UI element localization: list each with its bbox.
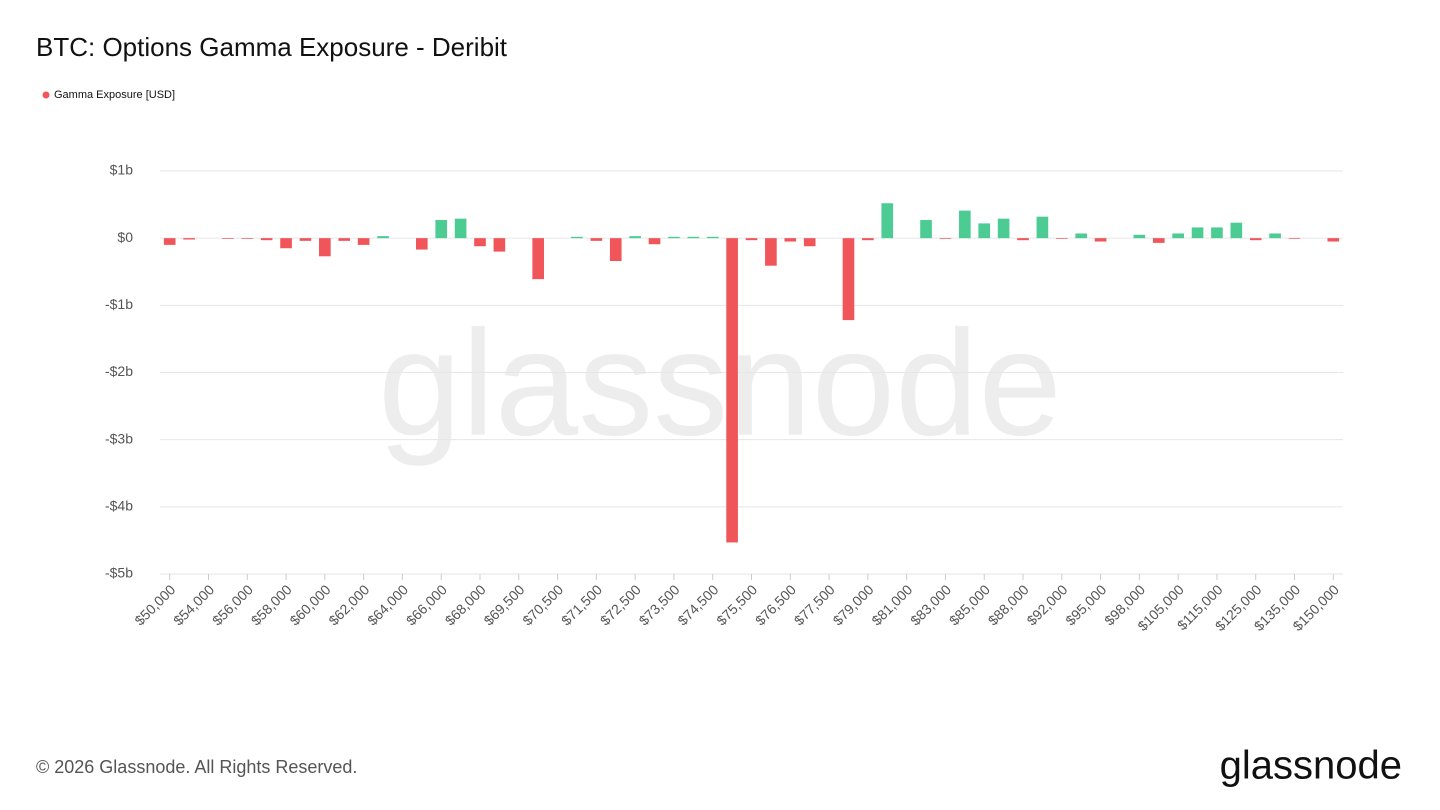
chart-title: BTC: Options Gamma Exposure - Deribit xyxy=(36,32,508,62)
x-tick-label: $68,000 xyxy=(442,581,489,628)
bar xyxy=(1327,238,1340,242)
x-tick-label: $79,000 xyxy=(830,581,877,628)
x-tick-label: $83,000 xyxy=(907,581,954,628)
bar xyxy=(183,238,195,240)
x-tick-label: $69,500 xyxy=(480,581,527,628)
x-tick-label: $85,000 xyxy=(946,581,993,628)
bar xyxy=(1211,227,1223,239)
y-tick-label: -$1b xyxy=(105,296,133,312)
x-tick-label: $76,500 xyxy=(752,581,799,628)
bar xyxy=(493,238,506,252)
bar xyxy=(978,223,991,239)
x-tick-label: $74,500 xyxy=(674,581,721,628)
x-tick-label: $60,000 xyxy=(286,581,333,628)
bar xyxy=(959,210,971,239)
legend-label: Gamma Exposure [USD] xyxy=(54,89,175,101)
x-tick-label: $50,000 xyxy=(131,581,178,628)
y-tick-label: $1b xyxy=(110,162,134,178)
bar xyxy=(609,238,622,262)
bar xyxy=(241,238,254,239)
bar xyxy=(1230,222,1243,239)
bar xyxy=(454,218,467,239)
bar xyxy=(260,238,273,241)
y-tick-label: -$4b xyxy=(105,498,133,514)
x-tick-label: $66,000 xyxy=(403,581,450,628)
bar xyxy=(163,238,176,245)
bar xyxy=(377,236,389,239)
bar xyxy=(1172,233,1184,239)
footer: © 2026 Glassnode. All Rights Reserved. xyxy=(36,757,357,777)
bar xyxy=(590,238,603,241)
y-tick-label: -$5b xyxy=(105,565,133,581)
bar xyxy=(319,238,331,257)
x-tick-label: $88,000 xyxy=(985,581,1032,628)
x-tick-label: $70,500 xyxy=(519,581,566,628)
bar xyxy=(745,238,758,241)
bar xyxy=(629,236,641,239)
bar xyxy=(997,218,1010,239)
bar xyxy=(1269,233,1281,239)
x-tick-label: $81,000 xyxy=(868,581,915,628)
y-tick-label: -$2b xyxy=(105,363,133,379)
x-tick-label: $72,500 xyxy=(597,581,644,628)
bar xyxy=(687,236,700,239)
bar xyxy=(222,238,234,239)
bar xyxy=(571,236,583,239)
bar xyxy=(1075,233,1088,239)
bar xyxy=(532,238,544,280)
bar xyxy=(338,238,351,241)
bar xyxy=(474,238,486,247)
bar xyxy=(939,238,952,239)
bar xyxy=(706,236,719,239)
bar xyxy=(357,238,370,245)
x-tick-label: $64,000 xyxy=(364,581,411,628)
bar xyxy=(299,238,312,241)
x-tick-label: $73,500 xyxy=(636,581,683,628)
bar xyxy=(1249,238,1262,241)
bar xyxy=(668,236,680,239)
bar xyxy=(648,238,661,245)
bar xyxy=(1017,238,1029,241)
bar xyxy=(1152,238,1165,243)
bar xyxy=(784,238,797,242)
bar xyxy=(881,203,894,239)
bar xyxy=(1036,216,1049,239)
x-tick-label: $58,000 xyxy=(248,581,295,628)
bar xyxy=(280,238,292,249)
watermark: glassnode xyxy=(378,299,1062,467)
x-tick-label: $71,500 xyxy=(558,581,605,628)
y-tick-label: -$3b xyxy=(105,430,133,446)
x-tick-label: $92,000 xyxy=(1023,581,1070,628)
x-tick-label: $62,000 xyxy=(325,581,372,628)
bar xyxy=(862,238,874,241)
bar xyxy=(765,238,777,266)
x-tick-label: $56,000 xyxy=(209,581,256,628)
bar xyxy=(415,238,428,250)
y-tick-label: $0 xyxy=(117,229,133,245)
bar xyxy=(920,220,932,239)
legend-marker xyxy=(42,91,50,99)
bar xyxy=(1055,238,1068,239)
bar xyxy=(842,238,855,321)
logo: glassnode xyxy=(1220,744,1402,788)
bar xyxy=(726,238,738,543)
x-tick-label: $95,000 xyxy=(1062,581,1109,628)
bar xyxy=(1191,227,1204,239)
bar xyxy=(1094,238,1107,242)
x-tick-label: $77,500 xyxy=(791,581,838,628)
bar xyxy=(435,220,448,239)
x-tick-label: $75,500 xyxy=(713,581,760,628)
bar xyxy=(1288,238,1301,239)
bar xyxy=(1133,234,1146,239)
x-tick-label: $54,000 xyxy=(170,581,217,628)
bar xyxy=(803,238,816,247)
